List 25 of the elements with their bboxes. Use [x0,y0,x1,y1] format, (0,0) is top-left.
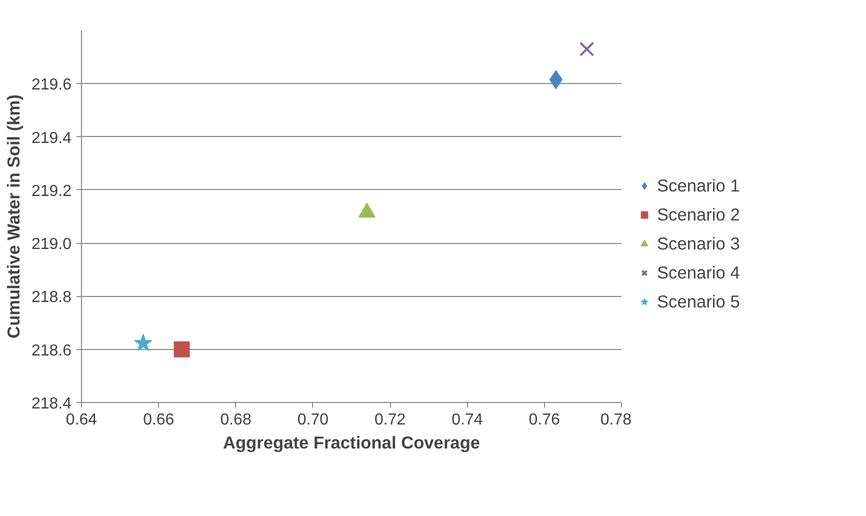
y-tick-label: 219.4 [31,130,72,147]
x-axis-title: Aggregate Fractional Coverage [222,432,480,452]
point [174,341,190,358]
x-tick-label: 0.68 [220,412,252,428]
legend-label: Scenario 5 [657,291,740,312]
point [134,334,152,352]
y-tick-label: 218.6 [31,342,72,360]
x-tick-label: 0.78 [600,412,632,428]
x-tick-label: 0.64 [66,412,98,428]
y-axis-title: Cumulative Water in Soil (km) [3,94,24,338]
x-tick-label: 0.74 [452,412,483,428]
legend-label: Scenario 2 [657,204,740,225]
legend-label: Scenario 3 [657,233,740,254]
y-tick-label: 219.0 [31,236,72,254]
y-tick-label: 218.8 [31,289,72,306]
x-tick-label: 0.76 [528,412,560,428]
x-tick-label: 0.70 [297,412,329,428]
legend-label: Scenario 4 [657,262,740,283]
y-tick-label: 219.6 [31,76,72,94]
y-tick-label: 218.4 [31,396,72,412]
x-tick-label: 0.72 [374,412,406,428]
point [579,42,594,56]
x-tick-label: 0.66 [143,412,174,428]
y-tick-label: 219.2 [31,182,72,200]
legend-label: Scenario 1 [657,175,740,196]
